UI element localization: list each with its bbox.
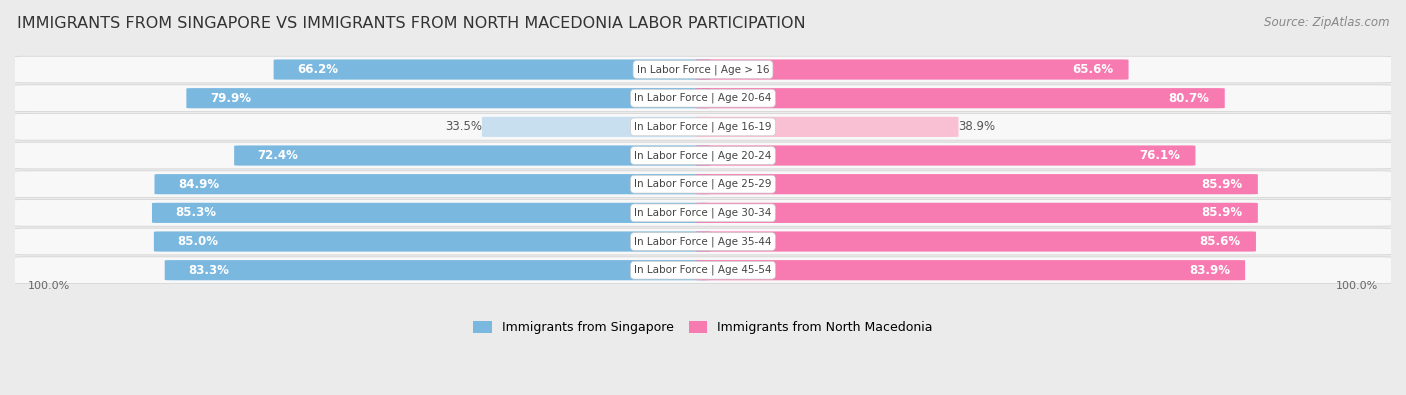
Text: IMMIGRANTS FROM SINGAPORE VS IMMIGRANTS FROM NORTH MACEDONIA LABOR PARTICIPATION: IMMIGRANTS FROM SINGAPORE VS IMMIGRANTS … [17, 16, 806, 31]
Text: In Labor Force | Age 35-44: In Labor Force | Age 35-44 [634, 236, 772, 247]
FancyBboxPatch shape [155, 174, 710, 194]
Text: 80.7%: 80.7% [1168, 92, 1209, 105]
FancyBboxPatch shape [11, 171, 1395, 198]
Text: In Labor Force | Age 16-19: In Labor Force | Age 16-19 [634, 122, 772, 132]
FancyBboxPatch shape [696, 260, 1246, 280]
Text: 85.9%: 85.9% [1202, 206, 1243, 219]
Text: In Labor Force | Age 20-24: In Labor Force | Age 20-24 [634, 150, 772, 161]
FancyBboxPatch shape [153, 231, 710, 252]
FancyBboxPatch shape [11, 85, 1395, 111]
Text: 83.9%: 83.9% [1189, 264, 1230, 276]
Text: 38.9%: 38.9% [959, 120, 995, 134]
FancyBboxPatch shape [235, 145, 710, 166]
FancyBboxPatch shape [696, 203, 1258, 223]
Text: 79.9%: 79.9% [209, 92, 250, 105]
FancyBboxPatch shape [152, 203, 710, 223]
Text: 100.0%: 100.0% [1336, 281, 1378, 291]
FancyBboxPatch shape [11, 113, 1395, 140]
Text: In Labor Force | Age > 16: In Labor Force | Age > 16 [637, 64, 769, 75]
Text: 76.1%: 76.1% [1139, 149, 1180, 162]
Text: Source: ZipAtlas.com: Source: ZipAtlas.com [1264, 16, 1389, 29]
FancyBboxPatch shape [696, 174, 1258, 194]
FancyBboxPatch shape [696, 231, 1256, 252]
FancyBboxPatch shape [11, 257, 1395, 284]
Text: 65.6%: 65.6% [1073, 63, 1114, 76]
FancyBboxPatch shape [11, 56, 1395, 83]
Text: In Labor Force | Age 20-64: In Labor Force | Age 20-64 [634, 93, 772, 103]
FancyBboxPatch shape [482, 117, 710, 137]
Text: 83.3%: 83.3% [188, 264, 229, 276]
Text: 72.4%: 72.4% [257, 149, 298, 162]
Text: 100.0%: 100.0% [28, 281, 70, 291]
FancyBboxPatch shape [11, 228, 1395, 255]
Legend: Immigrants from Singapore, Immigrants from North Macedonia: Immigrants from Singapore, Immigrants fr… [468, 316, 938, 339]
FancyBboxPatch shape [696, 59, 1129, 80]
FancyBboxPatch shape [274, 59, 710, 80]
Text: 85.9%: 85.9% [1202, 178, 1243, 191]
FancyBboxPatch shape [696, 88, 1225, 108]
FancyBboxPatch shape [696, 145, 1195, 166]
Text: 66.2%: 66.2% [297, 63, 339, 76]
Text: 85.0%: 85.0% [177, 235, 218, 248]
FancyBboxPatch shape [11, 142, 1395, 169]
Text: 85.3%: 85.3% [176, 206, 217, 219]
Text: 84.9%: 84.9% [179, 178, 219, 191]
FancyBboxPatch shape [165, 260, 710, 280]
Text: 33.5%: 33.5% [444, 120, 482, 134]
Text: In Labor Force | Age 25-29: In Labor Force | Age 25-29 [634, 179, 772, 190]
Text: In Labor Force | Age 30-34: In Labor Force | Age 30-34 [634, 208, 772, 218]
FancyBboxPatch shape [187, 88, 710, 108]
FancyBboxPatch shape [11, 199, 1395, 226]
Text: 85.6%: 85.6% [1199, 235, 1240, 248]
FancyBboxPatch shape [696, 117, 959, 137]
Text: In Labor Force | Age 45-54: In Labor Force | Age 45-54 [634, 265, 772, 275]
